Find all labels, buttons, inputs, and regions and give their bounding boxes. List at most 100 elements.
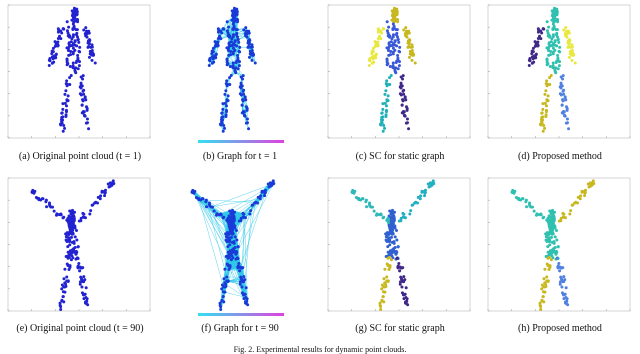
point xyxy=(411,59,414,62)
point xyxy=(542,130,545,133)
point xyxy=(241,103,244,106)
point xyxy=(571,49,574,52)
point xyxy=(372,50,375,53)
point xyxy=(404,26,407,29)
point xyxy=(49,205,52,208)
point xyxy=(560,84,563,87)
point xyxy=(554,40,557,43)
point xyxy=(212,50,215,53)
point xyxy=(236,10,239,13)
point xyxy=(386,58,389,61)
point xyxy=(227,26,230,29)
point xyxy=(72,22,75,25)
point xyxy=(76,54,79,57)
point xyxy=(66,218,69,221)
point xyxy=(568,56,571,59)
point xyxy=(89,209,92,212)
point xyxy=(556,10,559,13)
point xyxy=(67,233,70,236)
point xyxy=(82,90,85,93)
point xyxy=(545,110,548,113)
point xyxy=(225,46,228,49)
point xyxy=(74,227,77,230)
point xyxy=(248,56,251,59)
point xyxy=(374,45,377,48)
point xyxy=(44,200,47,203)
point xyxy=(402,28,405,31)
point xyxy=(552,22,555,25)
point xyxy=(65,235,68,238)
point xyxy=(561,103,564,106)
point xyxy=(396,20,399,23)
point xyxy=(562,90,565,93)
point xyxy=(81,111,84,114)
point xyxy=(65,82,68,85)
point xyxy=(392,16,395,19)
point xyxy=(80,278,83,281)
point xyxy=(62,130,65,133)
point xyxy=(394,20,397,23)
point xyxy=(566,46,569,49)
point xyxy=(66,245,69,248)
point xyxy=(219,37,222,40)
point xyxy=(547,49,550,52)
point xyxy=(220,112,223,115)
point xyxy=(62,290,65,293)
point xyxy=(381,108,384,111)
point xyxy=(380,118,383,121)
point xyxy=(65,79,68,82)
point xyxy=(544,115,547,118)
point xyxy=(79,283,82,286)
point xyxy=(66,29,69,32)
point xyxy=(54,54,57,57)
point xyxy=(74,20,77,23)
point xyxy=(61,283,64,286)
point xyxy=(556,20,559,23)
point xyxy=(397,67,400,70)
point xyxy=(89,46,92,49)
point xyxy=(91,59,94,62)
point xyxy=(108,186,111,189)
point xyxy=(75,33,78,36)
point xyxy=(393,69,396,72)
point xyxy=(69,53,72,56)
point xyxy=(550,37,553,40)
point xyxy=(70,19,73,22)
point xyxy=(62,216,65,219)
point xyxy=(68,83,71,86)
axes-frame xyxy=(488,5,630,138)
point xyxy=(73,69,76,72)
point xyxy=(88,213,91,216)
point xyxy=(231,27,234,30)
point xyxy=(64,89,67,92)
point xyxy=(90,53,93,56)
point xyxy=(564,115,567,118)
point xyxy=(208,64,211,67)
point xyxy=(35,196,38,199)
point xyxy=(571,59,574,62)
point xyxy=(237,59,240,62)
point xyxy=(60,118,63,121)
point xyxy=(70,40,73,43)
point xyxy=(224,115,227,118)
point xyxy=(85,30,88,33)
point xyxy=(565,30,568,33)
point xyxy=(387,94,390,97)
axes-frame xyxy=(8,178,150,311)
point xyxy=(408,32,411,35)
point xyxy=(543,93,546,96)
point xyxy=(545,46,548,49)
point xyxy=(230,74,233,77)
point xyxy=(75,239,78,242)
point xyxy=(99,197,102,200)
point xyxy=(81,103,84,106)
point xyxy=(78,46,81,49)
point xyxy=(55,214,58,217)
point xyxy=(528,59,531,62)
point xyxy=(77,38,80,41)
point xyxy=(560,94,563,97)
point xyxy=(549,65,552,68)
point xyxy=(385,79,388,82)
point xyxy=(236,28,239,31)
